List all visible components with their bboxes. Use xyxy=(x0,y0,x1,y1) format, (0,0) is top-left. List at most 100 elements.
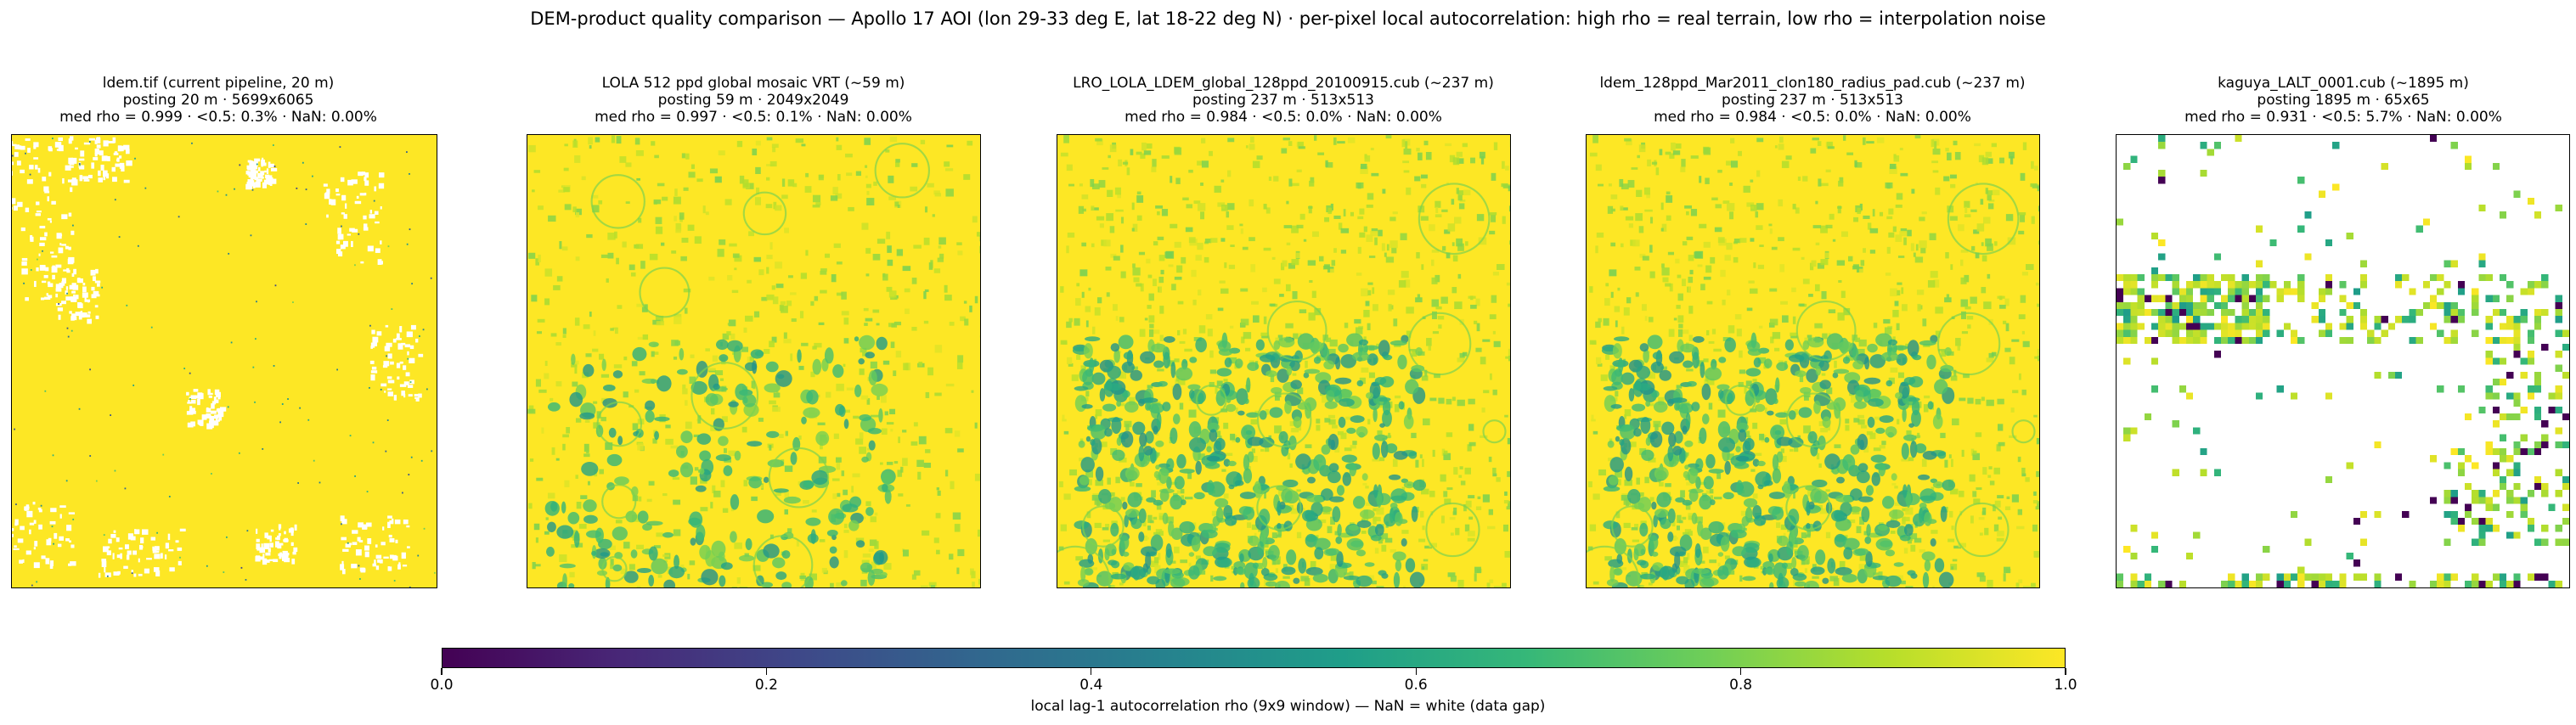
texture-cell xyxy=(1174,241,1181,248)
low-rho-speck xyxy=(53,542,54,545)
texture-cell xyxy=(1438,324,1442,329)
grid-cell xyxy=(2395,274,2403,282)
low-rho-blotch xyxy=(1364,562,1375,567)
texture-cell xyxy=(1180,559,1188,564)
grid-cell xyxy=(2256,309,2263,317)
low-rho-blotch xyxy=(1885,426,1897,437)
low-rho-speck xyxy=(156,531,158,534)
texture-cell xyxy=(1147,525,1151,531)
texture-cell xyxy=(937,490,941,496)
low-rho-blotch xyxy=(806,390,819,405)
texture-cell xyxy=(1157,368,1164,372)
nan-gap-cell xyxy=(25,138,31,141)
low-rho-blotch xyxy=(1239,492,1256,499)
texture-cell xyxy=(1893,155,1900,162)
texture-cell xyxy=(1273,176,1279,182)
grid-cell xyxy=(2500,379,2507,386)
grid-cell xyxy=(2123,281,2131,289)
texture-cell xyxy=(870,414,879,418)
texture-cell xyxy=(928,582,937,587)
nan-gap-cell xyxy=(387,379,395,384)
nan-gap-cell xyxy=(21,257,28,261)
low-rho-blotch xyxy=(1207,422,1220,432)
grid-cell xyxy=(2256,288,2263,295)
nan-gap-cell xyxy=(46,539,52,546)
grid-cell xyxy=(2200,281,2207,289)
texture-cell xyxy=(1422,458,1424,468)
texture-cell xyxy=(593,330,596,336)
texture-cell xyxy=(1095,409,1102,417)
grid-cell xyxy=(2513,190,2521,198)
grid-cell xyxy=(2485,385,2493,393)
texture-cell xyxy=(799,575,807,579)
texture-cell xyxy=(1068,318,1073,323)
texture-cell xyxy=(865,165,868,168)
texture-cell xyxy=(1240,288,1249,292)
texture-cell xyxy=(1153,516,1158,520)
texture-cell xyxy=(1778,143,1784,150)
nan-gap-cell xyxy=(87,318,92,324)
low-rho-speck xyxy=(72,518,75,520)
texture-cell xyxy=(1688,513,1696,517)
grid-cell xyxy=(2158,329,2166,337)
texture-cell xyxy=(544,268,553,277)
grid-cell xyxy=(2465,413,2472,421)
grid-cell xyxy=(2123,329,2131,337)
texture-cell xyxy=(1981,157,1989,166)
texture-cell xyxy=(844,409,850,413)
texture-cell xyxy=(1669,283,1673,292)
texture-cell xyxy=(1666,191,1671,195)
texture-cell xyxy=(1779,264,1785,273)
texture-cell xyxy=(748,231,754,237)
texture-cell xyxy=(1700,284,1705,290)
grid-cell xyxy=(2339,323,2347,330)
texture-cell xyxy=(1388,303,1392,312)
low-rho-blotch xyxy=(1613,568,1623,576)
nan-gap-cell xyxy=(380,542,386,546)
low-rho-blotch xyxy=(1415,346,1423,357)
nan-gap-cell xyxy=(364,551,369,558)
grid-cell xyxy=(2186,323,2194,330)
texture-cell xyxy=(1470,304,1477,309)
low-rho-blotch xyxy=(1293,577,1300,584)
panel-2-heatmap-image xyxy=(527,135,980,587)
nan-gap-cell xyxy=(256,543,261,550)
texture-cell xyxy=(1825,224,1833,229)
panel-2-title-line2: posting 59 m · 2049x2049 xyxy=(657,92,849,109)
texture-cell xyxy=(1308,312,1316,321)
texture-cell xyxy=(1367,282,1373,285)
texture-cell xyxy=(1755,211,1759,218)
texture-cell xyxy=(1794,409,1798,415)
texture-cell xyxy=(972,582,975,587)
low-rho-blotch xyxy=(654,416,670,422)
texture-cell xyxy=(1079,269,1088,277)
low-rho-speck xyxy=(110,414,112,417)
grid-cell xyxy=(2472,301,2479,309)
texture-cell xyxy=(1993,467,2000,475)
nan-gap-cell xyxy=(118,547,123,550)
nan-gap-cell xyxy=(211,401,217,405)
low-rho-speck xyxy=(347,542,349,544)
low-rho-blotch xyxy=(1875,537,1893,551)
low-rho-blotch xyxy=(1385,443,1398,453)
nan-gap-cell xyxy=(18,145,22,150)
nan-gap-cell xyxy=(383,556,389,559)
texture-cell xyxy=(810,371,815,378)
texture-cell xyxy=(769,445,772,451)
low-rho-blotch xyxy=(1188,389,1195,399)
grid-cell xyxy=(2241,274,2249,282)
texture-cell xyxy=(1917,432,1920,439)
texture-cell xyxy=(610,559,614,566)
texture-cell xyxy=(1750,408,1757,413)
nan-gap-cell xyxy=(20,145,25,150)
nan-gap-cell xyxy=(20,169,25,174)
texture-cell xyxy=(1635,213,1643,222)
texture-cell xyxy=(1769,228,1773,234)
texture-cell xyxy=(1201,138,1206,143)
nan-gap-cell xyxy=(213,420,219,426)
texture-cell xyxy=(1799,374,1804,383)
low-rho-speck xyxy=(132,384,135,386)
nan-gap-cell xyxy=(269,542,273,548)
grid-cell xyxy=(2360,316,2368,323)
nan-gap-cell xyxy=(68,166,74,168)
